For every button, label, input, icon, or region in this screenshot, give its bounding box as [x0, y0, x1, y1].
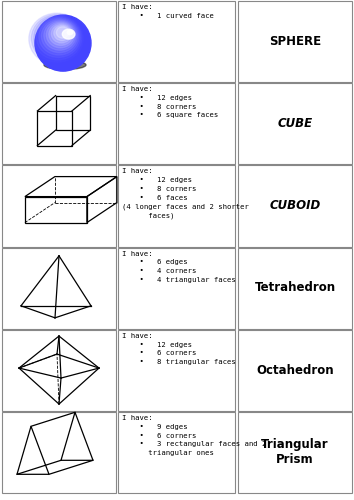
Ellipse shape — [36, 17, 80, 58]
Bar — [118, 1, 235, 82]
Ellipse shape — [35, 15, 91, 71]
Text: I have:
    •   6 edges
    •   4 corners
    •   4 triangular faces: I have: • 6 edges • 4 corners • 4 triang… — [122, 250, 236, 283]
Text: I have:
    •   9 edges
    •   6 corners
    •   3 rectangular faces and 2
    : I have: • 9 edges • 6 corners • 3 rectan… — [122, 415, 266, 456]
Bar — [118, 166, 235, 246]
Text: I have:
    •   1 curved face: I have: • 1 curved face — [122, 4, 214, 18]
Bar — [118, 83, 235, 164]
Bar — [118, 248, 235, 329]
Text: CUBOID: CUBOID — [269, 199, 321, 212]
Ellipse shape — [41, 20, 78, 52]
Text: Octahedron: Octahedron — [256, 364, 334, 376]
Bar — [2, 1, 116, 82]
Bar — [2, 330, 116, 411]
Text: I have:
    •   12 edges
    •   8 corners
    •   6 square faces: I have: • 12 edges • 8 corners • 6 squar… — [122, 86, 218, 118]
Bar — [238, 248, 352, 329]
Ellipse shape — [44, 60, 86, 70]
Bar — [238, 83, 352, 164]
Ellipse shape — [34, 16, 82, 60]
Ellipse shape — [44, 20, 76, 50]
Bar — [238, 166, 352, 246]
Text: Triangular
Prism: Triangular Prism — [261, 438, 329, 466]
Bar — [2, 83, 116, 164]
Bar — [118, 330, 235, 411]
Ellipse shape — [29, 13, 85, 64]
Ellipse shape — [32, 14, 84, 62]
Ellipse shape — [46, 22, 75, 48]
Ellipse shape — [67, 30, 73, 34]
Bar — [238, 1, 352, 82]
Bar — [118, 412, 235, 494]
Ellipse shape — [39, 18, 79, 55]
Bar — [238, 412, 352, 494]
Ellipse shape — [49, 23, 73, 46]
Ellipse shape — [54, 26, 70, 40]
Text: Tetrahedron: Tetrahedron — [255, 282, 336, 294]
Ellipse shape — [51, 24, 72, 43]
Bar — [238, 330, 352, 411]
Text: I have:
    •   12 edges
    •   6 corners
    •   8 triangular faces: I have: • 12 edges • 6 corners • 8 trian… — [122, 333, 236, 365]
Bar — [2, 248, 116, 329]
Ellipse shape — [62, 30, 75, 39]
Bar — [2, 412, 116, 494]
Text: CUBE: CUBE — [278, 117, 313, 130]
Text: I have:
    •   12 edges
    •   8 corners
    •   6 faces
(4 longer faces and 2: I have: • 12 edges • 8 corners • 6 faces… — [122, 168, 249, 219]
Bar — [2, 166, 116, 246]
Ellipse shape — [56, 27, 69, 38]
Text: SPHERE: SPHERE — [269, 34, 321, 48]
